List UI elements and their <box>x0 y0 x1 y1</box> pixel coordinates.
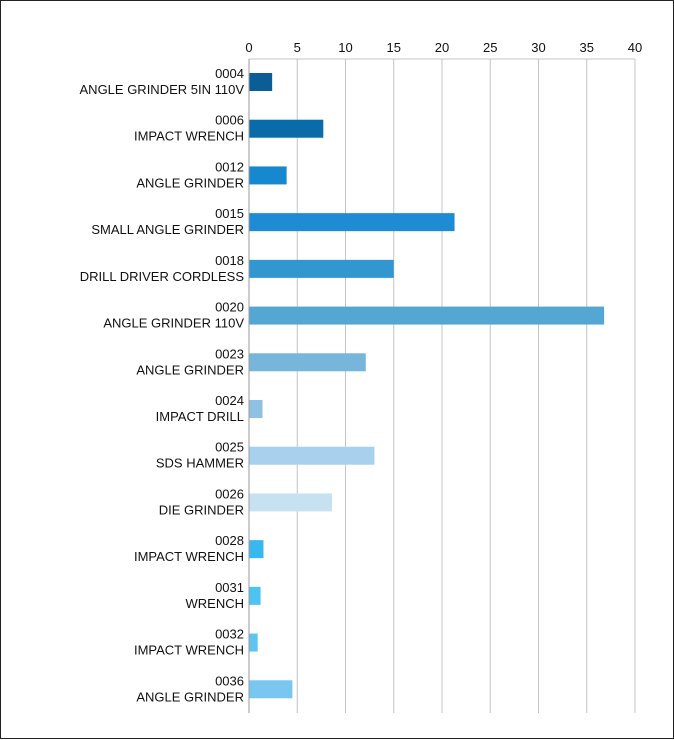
category-label-name: IMPACT DRILL <box>156 409 244 424</box>
bar <box>249 446 375 465</box>
category-label-code: 0018 <box>215 253 244 268</box>
category-label-name: DRILL DRIVER CORDLESS <box>80 269 245 284</box>
category-label-name: ANGLE GRINDER <box>136 689 244 704</box>
category-label-name: ANGLE GRINDER 5IN 110V <box>80 82 245 97</box>
bar <box>249 400 263 418</box>
category-label-code: 0036 <box>215 673 244 688</box>
category-label-code: 0004 <box>215 66 244 81</box>
x-tick-label: 20 <box>435 40 449 55</box>
category-label-code: 0032 <box>215 627 244 642</box>
category-label-name: ANGLE GRINDER <box>136 175 244 190</box>
category-label-name: WRENCH <box>186 596 245 611</box>
category-label-code: 0006 <box>215 113 244 128</box>
bar <box>249 166 287 185</box>
bar <box>249 493 332 512</box>
x-tick-label: 10 <box>338 40 352 55</box>
category-label-code: 0028 <box>215 533 244 548</box>
bar <box>249 213 455 232</box>
bar <box>249 119 324 138</box>
bar <box>249 680 293 699</box>
category-label-code: 0024 <box>215 393 244 408</box>
category-label-name: SDS HAMMER <box>156 456 244 471</box>
category-label-name: SMALL ANGLE GRINDER <box>91 222 244 237</box>
x-tick-label: 40 <box>628 40 642 55</box>
category-label-code: 0023 <box>215 346 244 361</box>
category-label-code: 0031 <box>215 580 244 595</box>
bar <box>249 633 258 652</box>
x-tick-label: 15 <box>387 40 401 55</box>
category-label-name: IMPACT WRENCH <box>134 549 244 564</box>
category-label-name: IMPACT WRENCH <box>134 129 244 144</box>
category-label-name: IMPACT WRENCH <box>134 643 244 658</box>
category-label-code: 0020 <box>215 300 244 315</box>
bar <box>249 259 394 278</box>
bar <box>249 586 261 605</box>
x-tick-label: 0 <box>245 40 252 55</box>
category-label-name: DIE GRINDER <box>159 502 244 517</box>
x-tick-label: 5 <box>294 40 301 55</box>
bar <box>249 353 366 372</box>
category-label-code: 0025 <box>215 440 244 455</box>
bar <box>249 540 264 559</box>
category-label-code: 0026 <box>215 486 244 501</box>
category-label-name: ANGLE GRINDER 110V <box>103 316 244 331</box>
x-tick-label: 30 <box>531 40 545 55</box>
bar <box>249 73 273 91</box>
category-label-code: 0012 <box>215 159 244 174</box>
category-label-code: 0015 <box>215 206 244 221</box>
category-label-name: ANGLE GRINDER <box>136 362 244 377</box>
bar <box>249 306 605 325</box>
x-tick-label: 35 <box>580 40 594 55</box>
x-tick-label: 25 <box>483 40 497 55</box>
